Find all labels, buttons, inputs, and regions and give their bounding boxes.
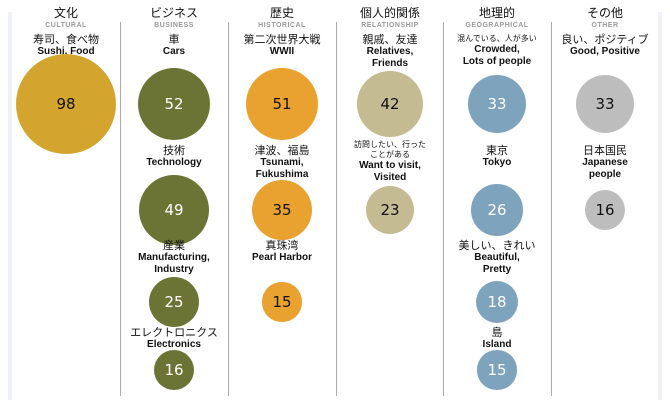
bubble-label: 産業 Manufacturing, Industry: [116, 240, 232, 276]
label-jp: 真珠湾: [265, 239, 299, 252]
bubble-label: 技術 Technology: [116, 145, 232, 169]
label-jp: 津波、福島: [254, 144, 310, 157]
column-title-jp: 個人的関係: [359, 6, 420, 20]
bubble-49: 49: [138, 174, 210, 246]
label-en: Electronics: [147, 339, 201, 350]
bubble-label: 東京 Tokyo: [439, 145, 555, 169]
column-divider: [228, 22, 229, 396]
column-historical: 歴史 HISTORICAL 第二次世界大戦 WWII 51 津波、福島 Tsunami, F…: [228, 0, 336, 402]
column-title-en: RELATIONSHIP: [361, 22, 419, 29]
bubble-label: 真珠湾 Pearl Harbor: [224, 240, 340, 264]
bubble-26: 26: [471, 184, 523, 236]
label-jp: 日本国民: [583, 144, 627, 157]
column-title-en: BUSINESS: [154, 22, 194, 29]
label-jp: 島: [491, 326, 503, 339]
label-jp: 第二次世界大戦: [243, 33, 321, 46]
label-en: Tsunami, Fukushima: [255, 157, 309, 180]
label-jp: 美しい、きれい: [458, 239, 536, 252]
bubble-label: 島 Island: [439, 327, 555, 351]
bubble-35: 35: [252, 180, 312, 240]
label-en: Pearl Harbor: [251, 252, 313, 263]
label-en: Tokyo: [482, 157, 512, 168]
bubble-label: 寿司、食べ物 Sushi, Food: [8, 34, 124, 58]
bubble-52: 52: [137, 67, 211, 141]
bubble-16: 16: [584, 189, 626, 231]
bubble-label: 親戚、友達 Relatives, Friends: [332, 34, 448, 70]
bubble-25: 25: [148, 276, 200, 328]
label-en: Japanese people: [582, 157, 628, 180]
label-en: Manufacturing, Industry: [138, 252, 210, 275]
column-title-jp: 文化: [53, 6, 78, 20]
bubble-51: 51: [245, 67, 319, 141]
right-border: [658, 12, 662, 400]
bubble-label: 混んでいる、人が多い Crowded, Lots of people: [439, 34, 555, 68]
label-en: WWII: [269, 46, 295, 57]
label-jp: 良い、ポジティブ: [561, 33, 649, 46]
bubble-15: 15: [262, 282, 302, 322]
column-title-en: OTHER: [591, 22, 619, 29]
column-title-jp: 歴史: [269, 6, 294, 20]
label-en: Relatives, Friends: [366, 46, 414, 69]
column-title-en: HISTORICAL: [258, 22, 306, 29]
bubble-label: 津波、福島 Tsunami, Fukushima: [224, 145, 340, 181]
bubble-33: 33: [467, 74, 526, 133]
label-jp: エレクトロニクス: [130, 326, 218, 339]
label-jp: 東京: [486, 144, 508, 157]
column-title-jp: 地理的: [478, 6, 515, 20]
label-en: Beautiful, Pretty: [474, 252, 520, 275]
label-jp: 車: [168, 33, 180, 46]
label-en: Good, Positive: [569, 46, 640, 57]
column-divider: [443, 22, 444, 396]
column-geographical: 地理的 GEOGRAPHICAL 混んでいる、人が多い Crowded, Lots o…: [443, 0, 551, 402]
label-en: Cars: [162, 46, 186, 57]
column-cultural: 文化 CULTURAL 寿司、食べ物 Sushi, Food 98: [12, 0, 120, 402]
bubble-label: 第二次世界大戦 WWII: [224, 34, 340, 58]
label-jp: 寿司、食べ物: [33, 33, 99, 46]
column-divider: [551, 22, 552, 396]
label-en: Island: [482, 339, 512, 350]
label-en: Crowded, Lots of people: [462, 44, 532, 67]
left-border: [8, 12, 12, 400]
bubble-98: 98: [16, 54, 116, 154]
column-title-jp: その他: [586, 6, 623, 20]
bubble-18: 18: [475, 280, 519, 324]
label-jp: 親戚、友達: [362, 33, 418, 46]
label-en: Technology: [146, 157, 202, 168]
bubble-label: エレクトロニクス Electronics: [116, 327, 232, 351]
bubble-label: 訪問したい、行った ことがある Want to visit, Visited: [332, 140, 448, 184]
column-other: その他 OTHER 良い、ポジティブ Good, Positive 33 日本国民 Japa…: [551, 0, 659, 402]
bubble-23: 23: [365, 185, 415, 235]
column-business: ビジネス BUSINESS 車 Cars 52 技術 Technology 49 産業 Manuf…: [120, 0, 228, 402]
bubble-label: 美しい、きれい Beautiful, Pretty: [439, 240, 555, 276]
column-title-en: CULTURAL: [45, 22, 87, 29]
bubble-label: 良い、ポジティブ Good, Positive: [547, 34, 663, 58]
bubble-label: 日本国民 Japanese people: [547, 145, 663, 181]
column-divider: [120, 22, 121, 396]
label-jp: 産業: [163, 239, 185, 252]
label-jp: 技術: [163, 144, 185, 157]
bubble-16: 16: [153, 349, 195, 391]
label-jp: 訪問したい、行った ことがある: [354, 140, 426, 159]
bubble-15: 15: [477, 350, 517, 390]
bubble-42: 42: [357, 71, 423, 137]
column-title-en: GEOGRAPHICAL: [465, 22, 529, 29]
label-jp: 混んでいる、人が多い: [457, 34, 537, 43]
column-divider: [336, 22, 337, 396]
bubble-label: 車 Cars: [116, 34, 232, 58]
label-en: Want to visit, Visited: [359, 160, 421, 183]
label-en: Sushi, Food: [37, 46, 95, 57]
column-title-jp: ビジネス: [149, 6, 198, 20]
column-relationship: 個人的関係 RELATIONSHIP 親戚、友達 Relatives, Friends…: [336, 0, 444, 402]
bubble-33: 33: [575, 74, 634, 133]
